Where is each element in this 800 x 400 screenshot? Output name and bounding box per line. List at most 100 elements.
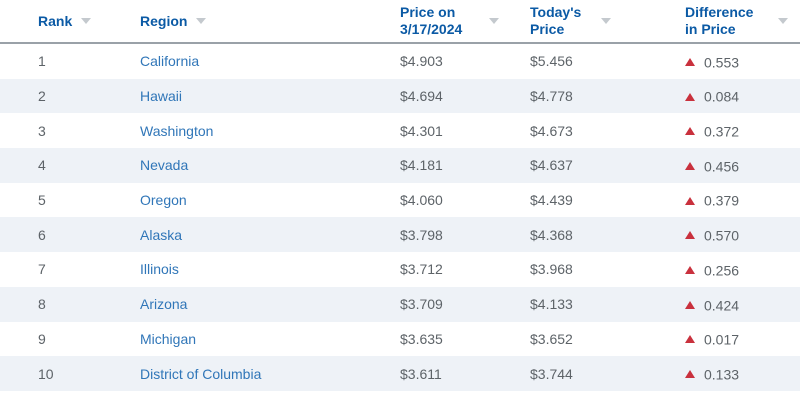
region-link[interactable]: Oregon	[140, 192, 187, 209]
triangle-up-icon	[685, 335, 695, 344]
rank-cell: 9	[0, 322, 102, 357]
region-link[interactable]: Alaska	[140, 226, 183, 243]
region-cell: Alaska	[102, 217, 390, 252]
price-today-cell: $4.778	[520, 79, 648, 114]
gas-prices-table: Rank Region Price on 3/17/2024 Today's P…	[0, 0, 800, 391]
sort-chevron-down-icon[interactable]	[81, 18, 92, 25]
price-today-value: $4.133	[530, 296, 573, 313]
triangle-up-icon	[685, 92, 695, 101]
difference-cell: 0.379	[648, 183, 800, 218]
rank-cell: 2	[0, 79, 102, 114]
rank-value: 2	[38, 88, 46, 105]
price-prev-value: $4.903	[400, 53, 443, 70]
price-today-cell: $4.133	[520, 287, 648, 322]
region-link[interactable]: Washington	[140, 122, 214, 139]
rank-value: 7	[38, 261, 46, 278]
region-cell: District of Columbia	[102, 356, 390, 391]
price-today-cell: $3.652	[520, 322, 648, 357]
column-label-price-today: Today's Price	[530, 3, 582, 38]
region-cell: Nevada	[102, 148, 390, 183]
price-today-value: $4.637	[530, 157, 573, 174]
column-header-rank[interactable]: Rank	[0, 0, 102, 44]
difference-value: 0.456	[704, 158, 740, 175]
column-label-region: Region	[140, 12, 188, 29]
rank-value: 9	[38, 330, 46, 347]
sort-chevron-down-icon[interactable]	[601, 18, 611, 24]
price-prev-cell: $4.694	[390, 79, 520, 114]
difference-value: 0.372	[704, 123, 740, 140]
difference-cell: 0.424	[648, 287, 800, 322]
difference-value: 0.424	[704, 296, 740, 313]
difference-cell: 0.553	[648, 43, 800, 79]
difference-value: 0.570	[704, 227, 740, 244]
triangle-up-icon	[685, 231, 695, 240]
triangle-up-icon	[685, 127, 695, 136]
region-link[interactable]: Nevada	[140, 157, 189, 174]
rank-cell: 8	[0, 287, 102, 322]
difference-value: 0.084	[704, 88, 740, 105]
price-today-value: $3.652	[530, 330, 573, 347]
difference-value: 0.017	[704, 331, 740, 348]
price-prev-value: $4.181	[400, 157, 443, 174]
region-cell: Washington	[102, 113, 390, 148]
price-today-cell: $4.637	[520, 148, 648, 183]
column-header-difference[interactable]: Difference in Price	[648, 0, 800, 44]
price-today-cell: $3.744	[520, 356, 648, 391]
column-header-region[interactable]: Region	[102, 0, 390, 44]
region-cell: Hawaii	[102, 79, 390, 114]
triangle-up-icon	[685, 162, 695, 171]
price-prev-value: $3.611	[400, 365, 442, 382]
price-prev-value: $3.798	[400, 226, 443, 243]
sort-chevron-down-icon[interactable]	[196, 18, 207, 25]
region-cell: Michigan	[102, 322, 390, 357]
sort-chevron-down-icon[interactable]	[778, 18, 788, 24]
price-today-cell: $5.456	[520, 43, 648, 79]
table-row: 8 Arizona $3.709 $4.133 0.424	[0, 286, 800, 322]
rank-cell: 7	[0, 252, 102, 287]
region-link[interactable]: Arizona	[140, 296, 188, 313]
difference-value: 0.256	[704, 262, 740, 279]
rank-cell: 3	[0, 113, 102, 148]
rank-cell: 5	[0, 183, 102, 218]
rank-cell: 10	[0, 356, 102, 391]
price-prev-cell: $4.301	[390, 113, 520, 148]
table-row: 5 Oregon $4.060 $4.439 0.379	[0, 183, 800, 218]
region-cell: Arizona	[102, 287, 390, 322]
table-row: 2 Hawaii $4.694 $4.778 0.084	[0, 78, 800, 114]
rank-value: 5	[38, 192, 46, 209]
price-prev-cell: $4.181	[390, 148, 520, 183]
column-header-price-today[interactable]: Today's Price	[520, 0, 648, 44]
region-link[interactable]: Hawaii	[140, 88, 183, 105]
column-label-rank: Rank	[38, 12, 73, 29]
price-prev-value: $3.712	[400, 261, 443, 278]
rank-value: 4	[38, 157, 46, 174]
price-today-cell: $3.968	[520, 252, 648, 287]
table-row: 1 California $4.903 $5.456 0.553	[0, 43, 800, 79]
region-link[interactable]: California	[140, 53, 200, 70]
price-today-value: $5.456	[530, 53, 573, 70]
price-prev-cell: $3.635	[390, 322, 520, 357]
price-prev-cell: $3.611	[390, 356, 520, 391]
rank-value: 6	[38, 226, 46, 243]
table-row: 9 Michigan $3.635 $3.652 0.017	[0, 322, 800, 357]
price-today-cell: $4.368	[520, 217, 648, 252]
region-link[interactable]: Michigan	[140, 330, 197, 347]
difference-value: 0.133	[704, 366, 740, 383]
difference-cell: 0.570	[648, 217, 800, 252]
column-label-price-prev: Price on 3/17/2024	[400, 3, 463, 38]
price-today-cell: $4.673	[520, 113, 648, 148]
region-link[interactable]: District of Columbia	[140, 365, 262, 382]
price-prev-value: $4.694	[400, 88, 443, 105]
difference-cell: 0.372	[648, 113, 800, 148]
triangle-up-icon	[685, 300, 695, 309]
rank-cell: 1	[0, 43, 102, 79]
price-today-value: $3.744	[530, 365, 573, 382]
price-prev-cell: $3.712	[390, 252, 520, 287]
column-header-price-prev[interactable]: Price on 3/17/2024	[390, 0, 520, 44]
difference-cell: 0.256	[648, 252, 800, 287]
table-row: 3 Washington $4.301 $4.673 0.372	[0, 113, 800, 148]
price-today-value: $3.968	[530, 261, 573, 278]
price-prev-value: $3.709	[400, 296, 443, 313]
sort-chevron-down-icon[interactable]	[489, 18, 499, 24]
region-link[interactable]: Illinois	[140, 261, 179, 278]
